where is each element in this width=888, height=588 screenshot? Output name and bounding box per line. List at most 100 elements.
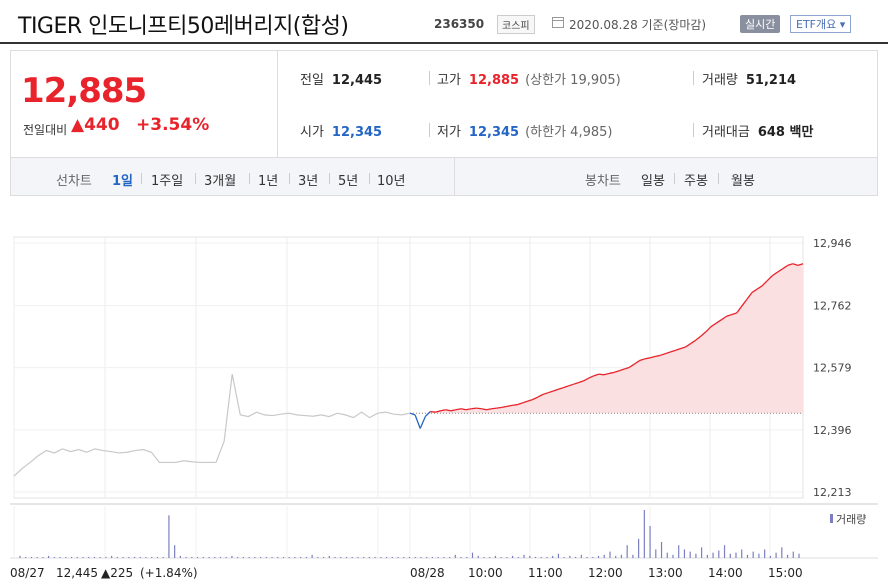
current-price: 12,885 xyxy=(21,71,147,111)
tab-5year[interactable]: 5년 xyxy=(338,174,359,189)
realtime-button[interactable]: 실시간 xyxy=(740,15,781,33)
price-segment xyxy=(782,264,789,270)
trade-value-cell: 거래대금 648 백만 xyxy=(702,121,813,140)
price-segment xyxy=(634,359,641,365)
price-segment xyxy=(583,377,589,382)
price-segment xyxy=(690,339,697,345)
price-segment xyxy=(501,405,508,409)
base-date: 2020.08.28 기준(장마감) xyxy=(569,18,707,32)
prev-day-date: 08/27 xyxy=(10,566,45,580)
price-segment xyxy=(761,280,768,287)
stock-header: TIGER 인도니프티50레버리지(합성) 236350 코스피 2020.08… xyxy=(0,0,888,44)
price-summary: 12,885 전일대비 ▲440 +3.54% 전일 12,445 고가 12,88… xyxy=(10,50,878,158)
tab-3year[interactable]: 3년 xyxy=(298,174,319,189)
price-segment xyxy=(685,343,692,348)
y-tick-label: 12,396 xyxy=(813,424,852,437)
volume-cell: 거래량 51,214 xyxy=(702,69,796,88)
price-segment xyxy=(491,407,497,410)
price-segment xyxy=(537,393,544,398)
low-value: 12,345 xyxy=(468,125,520,140)
tab-3month[interactable]: 3개월 xyxy=(204,174,237,189)
price-segment xyxy=(639,358,645,362)
price-segment xyxy=(741,298,748,307)
price-segment xyxy=(649,355,656,359)
stock-code: 236350 xyxy=(434,17,485,31)
price-segment xyxy=(424,411,431,418)
high-value: 12,885 xyxy=(468,73,520,88)
volume-legend: 거래량 xyxy=(836,513,866,526)
price-segment xyxy=(506,404,513,408)
price-segment xyxy=(746,292,753,300)
x-tick-label: 14:00 xyxy=(708,566,743,580)
price-segment xyxy=(511,404,518,407)
volume-label: 거래량 xyxy=(702,73,738,88)
price-segment xyxy=(414,414,421,429)
price-segment xyxy=(481,408,487,411)
price-segment xyxy=(705,326,712,333)
prev-close-value: 12,445 xyxy=(331,73,383,88)
prev-day-close: 12,445 xyxy=(56,566,98,580)
tab-1week[interactable]: 1주일 xyxy=(151,174,184,189)
tab-daily-candle[interactable]: 일봉 xyxy=(641,174,665,189)
open-value: 12,345 xyxy=(331,125,383,140)
change-label: 전일대비 xyxy=(23,123,68,137)
price-segment xyxy=(547,390,554,394)
price-segment xyxy=(598,373,605,376)
open-cell: 시가 12,345 xyxy=(300,121,382,140)
price-segment xyxy=(792,263,799,267)
price-segment xyxy=(644,357,651,360)
tab-weekly-candle[interactable]: 주봉 xyxy=(684,174,708,189)
price-segment xyxy=(527,398,533,402)
price-segment xyxy=(664,351,671,355)
tab-1day[interactable]: 1일 xyxy=(112,174,134,189)
x-tick-label: 12:00 xyxy=(588,566,623,580)
candle-chart-label: 봉차트 xyxy=(585,174,621,189)
trade-value-value: 648 백만 xyxy=(757,125,814,140)
stock-title: TIGER 인도니프티50레버리지(합성) xyxy=(18,14,349,39)
price-segment xyxy=(670,349,676,353)
trade-value-label: 거래대금 xyxy=(702,125,750,140)
current-price-panel: 12,885 전일대비 ▲440 +3.54% xyxy=(11,51,278,157)
tab-1year[interactable]: 1년 xyxy=(258,174,279,189)
price-segment xyxy=(756,285,763,290)
high-cell: 고가 12,885 (상한가 19,905) xyxy=(437,69,621,88)
price-segment xyxy=(603,372,610,376)
low-label: 저가 xyxy=(437,125,461,140)
y-tick-label: 12,213 xyxy=(813,486,852,499)
price-segment xyxy=(588,375,595,379)
y-tick-label: 12,762 xyxy=(813,300,852,313)
open-label: 시가 xyxy=(300,125,324,140)
market-badge: 코스피 xyxy=(497,15,535,34)
tab-10year[interactable]: 10년 xyxy=(377,174,406,189)
price-segment xyxy=(700,331,707,337)
line-chart-label: 선차트 xyxy=(56,174,92,189)
x-tick-label: 15:00 xyxy=(768,566,803,580)
price-segment xyxy=(562,385,569,389)
price-segment xyxy=(736,305,743,314)
price-segment xyxy=(486,408,492,411)
prev-day-line xyxy=(13,374,411,477)
price-segment xyxy=(613,370,620,374)
price-segment xyxy=(516,402,523,406)
price-segment xyxy=(496,406,502,409)
price-segment xyxy=(430,410,436,413)
price-segment xyxy=(476,407,482,410)
price-segment xyxy=(619,368,625,372)
price-segment xyxy=(419,416,426,429)
tab-monthly-candle[interactable]: 월봉 xyxy=(731,174,755,189)
price-change-pct: +3.54% xyxy=(136,115,210,135)
price-segment xyxy=(726,314,732,317)
x-tick-label: 13:00 xyxy=(648,566,683,580)
etf-summary-dropdown[interactable]: ETF개요 ▾ xyxy=(790,15,852,33)
price-segment xyxy=(435,410,441,413)
up-area-fill xyxy=(410,263,803,414)
price-segment xyxy=(542,392,549,396)
y-tick-label: 12,946 xyxy=(813,237,852,250)
price-segment xyxy=(593,373,600,377)
price-segment xyxy=(659,353,666,357)
price-segment xyxy=(680,346,686,350)
price-segment xyxy=(777,268,783,273)
prev-close-cell: 전일 12,445 xyxy=(300,69,382,88)
price-segment xyxy=(751,288,758,294)
low-cell: 저가 12,345 (하한가 4,985) xyxy=(437,121,612,140)
